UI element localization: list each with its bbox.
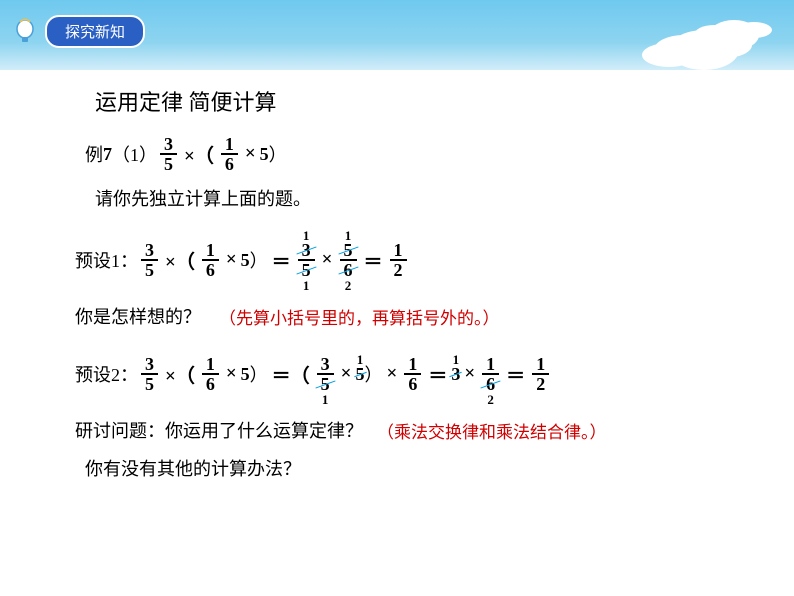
fraction: 3 5 [160,135,177,173]
cloud-decoration [694,25,734,45]
constant: 5 [260,144,269,165]
cancelled-number: 1 5 [356,353,365,395]
instruction-line: 请你先独立计算上面的题。 [95,185,754,211]
example-prefix: 例 [85,141,103,167]
example-item: （1） [112,141,157,167]
fraction: 3 5 [141,355,158,393]
preset2-label: 预设2： [75,361,138,387]
fraction: 1 2 [532,355,549,393]
fraction: 1 6 [221,135,238,173]
page-title: 运用定律 简便计算 [95,85,754,117]
cancelled-fraction: 1 6 2 [479,343,502,405]
example-number: 7 [103,144,112,165]
question2-text: 研讨问题：你运用了什么运算定律？ [75,417,363,443]
cancelled-fraction: 1 3 5 1 [295,229,318,291]
cancelled-fraction: 3 5 1 [314,343,337,405]
paren-close: ） [269,141,287,167]
fraction: 3 5 [141,241,158,279]
preset1-line: 预设1： 3 5 ×（ 1 6 × 5 ） ＝ 1 3 5 1 × 1 5 6 [75,229,754,291]
fraction: 1 6 [404,355,421,393]
section-badge: 探究新知 [45,15,145,48]
question3-line: 你有没有其他的计算办法？ [85,455,754,481]
cancelled-fraction: 1 5 6 2 [337,229,360,291]
question1-line: 你是怎样想的？ （先算小括号里的，再算括号外的。） [75,303,754,329]
fraction: 1 2 [390,241,407,279]
cancelled-number: 1 3 [451,353,460,395]
answer2-text: （乘法交换律和乘法结合律。） [377,418,607,443]
question2-line: 研讨问题：你运用了什么运算定律？ （乘法交换律和乘法结合律。） [75,417,754,443]
operator: × [245,143,256,165]
preset2-line: 预设2： 3 5 ×（ 1 6 × 5 ） ＝（ 3 5 1 × 1 5 ） × [75,343,754,405]
example-line: 例 7 （1） 3 5 ×（ 1 6 × 5 ） [85,135,754,173]
operator: ×（ [184,141,214,168]
question1-text: 你是怎样想的？ [75,303,201,329]
answer1-text: （先算小括号里的，再算括号外的。） [219,304,500,329]
question3-text: 你有没有其他的计算办法？ [85,455,301,481]
instruction-text: 请你先独立计算上面的题。 [95,185,311,211]
bulb-icon [14,18,36,46]
fraction: 1 6 [202,241,219,279]
fraction: 1 6 [202,355,219,393]
preset1-label: 预设1： [75,247,138,273]
main-content: 运用定律 简便计算 例 7 （1） 3 5 ×（ 1 6 × 5 ） 请你先独立… [75,85,754,493]
